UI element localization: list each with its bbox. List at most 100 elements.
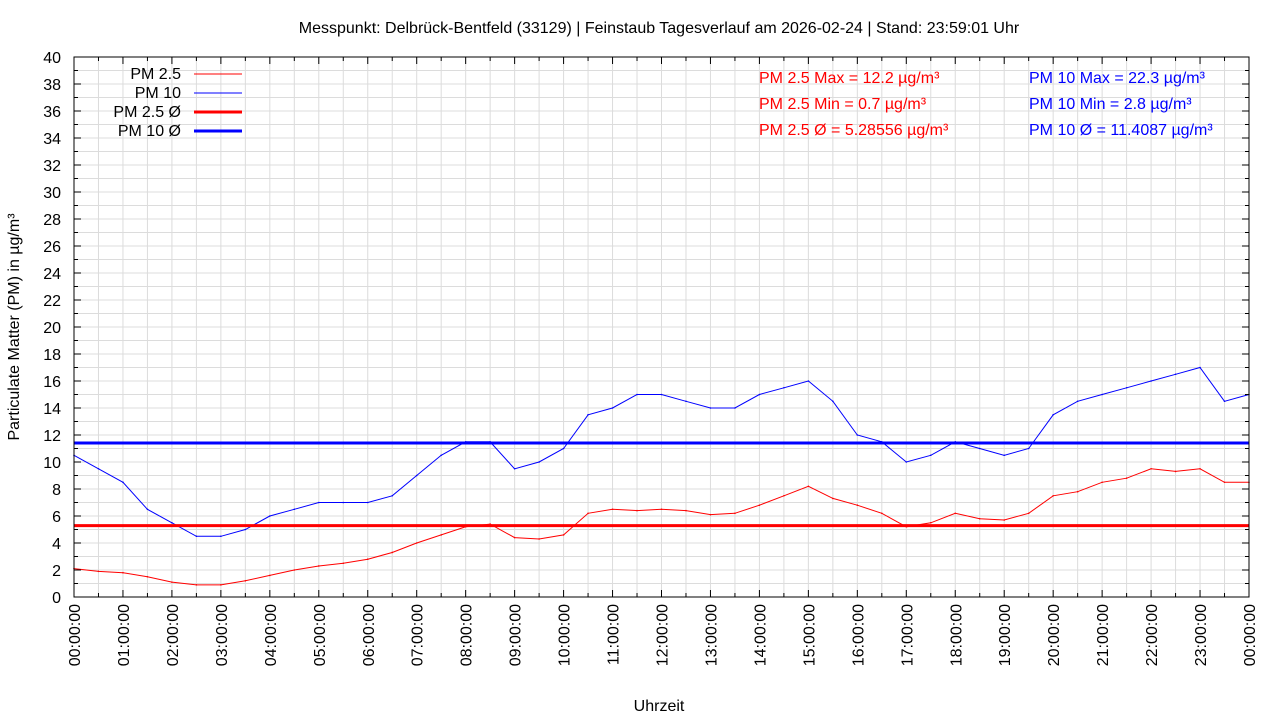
data-point bbox=[660, 508, 663, 511]
y-tick-label: 0 bbox=[52, 590, 61, 607]
data-point bbox=[538, 461, 540, 463]
pm25-stat: PM 2.5 Min = 0.7 µg/m³ bbox=[759, 96, 927, 113]
data-point bbox=[856, 434, 859, 436]
data-point bbox=[685, 509, 687, 512]
data-point bbox=[366, 558, 369, 560]
data-point bbox=[1076, 400, 1079, 403]
data-point bbox=[391, 551, 394, 554]
data-point bbox=[1223, 481, 1226, 484]
data-point bbox=[562, 447, 565, 450]
data-point bbox=[366, 501, 369, 504]
axis-ticks: 024681012141618202224262830323436384000:… bbox=[43, 50, 1259, 666]
y-tick-label: 4 bbox=[52, 536, 61, 553]
data-point bbox=[342, 501, 345, 504]
x-tick-label: 14:00:00 bbox=[752, 604, 769, 666]
data-point bbox=[1027, 512, 1030, 515]
y-tick-label: 8 bbox=[52, 482, 61, 499]
y-tick-label: 36 bbox=[43, 104, 61, 121]
data-point bbox=[1223, 400, 1226, 403]
legend-label: PM 10 Ø bbox=[118, 123, 181, 140]
x-tick-label: 00:00:00 bbox=[67, 604, 84, 666]
data-point bbox=[636, 393, 638, 396]
pm10-stat: PM 10 Ø = 11.4087 µg/m³ bbox=[1029, 122, 1213, 139]
data-point bbox=[1101, 481, 1103, 484]
x-tick-label: 09:00:00 bbox=[508, 604, 525, 666]
data-point bbox=[587, 413, 589, 416]
data-point bbox=[807, 485, 810, 488]
legend-label: PM 2.5 Ø bbox=[113, 104, 181, 121]
y-tick-label: 24 bbox=[43, 266, 61, 283]
x-tick-label: 11:00:00 bbox=[606, 604, 623, 665]
data-point bbox=[832, 400, 834, 403]
data-point bbox=[513, 536, 516, 539]
data-point bbox=[1150, 467, 1152, 470]
x-tick-label: 05:00:00 bbox=[312, 604, 329, 666]
data-point bbox=[783, 386, 785, 389]
data-point bbox=[954, 512, 957, 515]
data-point bbox=[611, 508, 614, 511]
data-point bbox=[122, 481, 124, 484]
x-tick-label: 20:00:00 bbox=[1046, 604, 1063, 666]
pm10-stat: PM 10 Max = 22.3 µg/m³ bbox=[1029, 70, 1206, 87]
x-tick-label: 03:00:00 bbox=[214, 604, 231, 666]
x-tick-label: 04:00:00 bbox=[263, 604, 280, 666]
data-point bbox=[220, 584, 222, 586]
legend-label: PM 2.5 bbox=[130, 66, 181, 83]
data-point bbox=[929, 454, 932, 457]
data-point bbox=[440, 534, 442, 536]
data-point bbox=[269, 574, 271, 577]
data-point bbox=[929, 521, 932, 524]
data-point bbox=[1174, 470, 1177, 473]
x-tick-label: 18:00:00 bbox=[948, 604, 965, 666]
data-point bbox=[146, 575, 149, 578]
data-point bbox=[562, 534, 565, 536]
data-point bbox=[1199, 366, 1201, 369]
data-point bbox=[342, 562, 345, 565]
data-point bbox=[978, 517, 981, 520]
x-tick-label: 13:00:00 bbox=[703, 604, 720, 666]
y-tick-label: 10 bbox=[43, 455, 61, 472]
y-tick-label: 38 bbox=[43, 77, 61, 94]
data-point bbox=[856, 504, 859, 507]
data-point bbox=[1125, 386, 1128, 389]
data-point bbox=[122, 571, 124, 574]
data-point bbox=[391, 494, 394, 497]
data-point bbox=[758, 393, 761, 396]
data-point bbox=[709, 513, 712, 516]
data-point bbox=[1199, 467, 1201, 470]
data-point bbox=[293, 508, 296, 511]
data-point bbox=[587, 512, 589, 515]
y-tick-label: 16 bbox=[43, 374, 61, 391]
x-tick-label: 17:00:00 bbox=[899, 604, 916, 666]
x-tick-label: 22:00:00 bbox=[1144, 604, 1161, 666]
data-point bbox=[244, 580, 247, 582]
data-point bbox=[611, 407, 614, 409]
x-tick-label: 12:00:00 bbox=[655, 604, 672, 666]
data-point bbox=[832, 497, 834, 500]
y-tick-label: 32 bbox=[43, 158, 61, 175]
data-point bbox=[513, 467, 516, 470]
data-point bbox=[171, 581, 173, 583]
data-point bbox=[195, 584, 198, 586]
y-tick-label: 12 bbox=[43, 428, 61, 445]
data-point bbox=[1052, 413, 1054, 416]
data-point bbox=[97, 467, 100, 470]
y-tick-label: 22 bbox=[43, 293, 61, 310]
data-point bbox=[97, 570, 100, 573]
data-point bbox=[1003, 454, 1006, 457]
data-point bbox=[978, 447, 981, 450]
y-tick-label: 28 bbox=[43, 212, 61, 229]
x-tick-label: 02:00:00 bbox=[165, 604, 182, 666]
data-point bbox=[881, 512, 883, 515]
data-point bbox=[1027, 447, 1030, 450]
data-point bbox=[1076, 490, 1079, 493]
x-tick-label: 10:00:00 bbox=[557, 604, 574, 666]
y-tick-label: 14 bbox=[43, 401, 61, 418]
data-point bbox=[415, 474, 418, 477]
y-tick-label: 34 bbox=[43, 131, 61, 148]
y-tick-label: 40 bbox=[43, 50, 61, 67]
legend-label: PM 10 bbox=[135, 85, 181, 102]
data-point bbox=[905, 461, 908, 463]
y-tick-label: 6 bbox=[52, 509, 61, 526]
